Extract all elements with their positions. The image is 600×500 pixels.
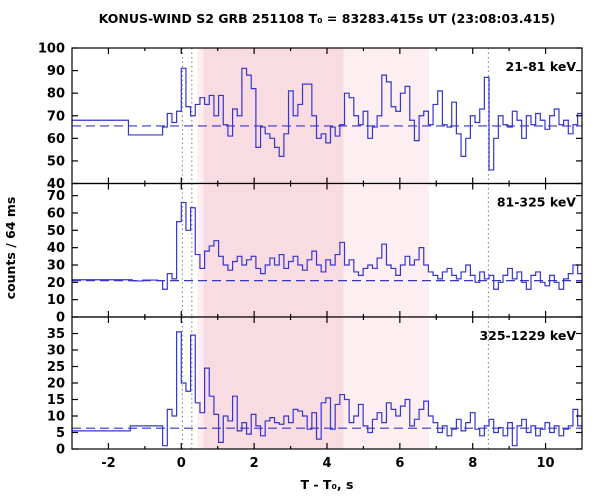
accumulation-interval-shading bbox=[197, 183, 204, 317]
y-tick-label: 60 bbox=[47, 206, 65, 221]
accumulation-interval-shading bbox=[203, 183, 344, 317]
x-tick-label: 10 bbox=[537, 456, 555, 471]
y-tick-label: 20 bbox=[47, 377, 65, 392]
y-tick-label: 0 bbox=[56, 311, 65, 326]
y-tick-label: 70 bbox=[47, 109, 65, 124]
y-tick-label: 40 bbox=[47, 177, 65, 192]
y-tick-label: 15 bbox=[47, 393, 65, 408]
energy-band-label: 325-1229 keV bbox=[479, 328, 576, 343]
y-tick-label: 0 bbox=[56, 443, 65, 458]
y-tick-label: 80 bbox=[47, 87, 65, 102]
accumulation-interval-shading bbox=[197, 48, 204, 184]
x-tick-label: 2 bbox=[250, 456, 259, 471]
accumulation-interval-shading bbox=[203, 48, 344, 184]
x-tick-label: 8 bbox=[468, 456, 477, 471]
y-tick-label: 70 bbox=[47, 189, 65, 204]
energy-band-label: 21-81 keV bbox=[506, 59, 577, 74]
accumulation-interval-shading bbox=[343, 317, 429, 449]
y-tick-label: 25 bbox=[47, 360, 65, 375]
x-tick-label: 4 bbox=[322, 456, 331, 471]
y-tick-label: 100 bbox=[38, 42, 65, 57]
x-axis-label: T - T₀, s bbox=[301, 477, 354, 492]
light-curve-step-series bbox=[72, 201, 582, 290]
y-tick-label: 20 bbox=[47, 276, 65, 291]
x-tick-label: -2 bbox=[101, 456, 115, 471]
y-tick-label: 35 bbox=[47, 327, 65, 342]
y-tick-label: 5 bbox=[56, 426, 65, 441]
y-tick-label: 10 bbox=[47, 410, 65, 425]
x-tick-label: 0 bbox=[177, 456, 186, 471]
y-tick-label: 50 bbox=[47, 224, 65, 239]
y-tick-label: 10 bbox=[47, 293, 65, 308]
energy-band-label: 81-325 keV bbox=[497, 195, 576, 210]
accumulation-interval-shading bbox=[203, 317, 344, 449]
y-tick-label: 30 bbox=[47, 258, 65, 273]
y-tick-label: 60 bbox=[47, 132, 65, 147]
y-axis-label: counts / 64 ms bbox=[3, 197, 18, 300]
y-tick-label: 90 bbox=[47, 64, 65, 79]
y-tick-label: 30 bbox=[47, 344, 65, 359]
accumulation-interval-shading bbox=[197, 317, 204, 449]
light-curve-step-series bbox=[72, 331, 582, 447]
x-tick-label: 6 bbox=[395, 456, 404, 471]
y-tick-label: 40 bbox=[47, 241, 65, 256]
chart-title: KONUS-WIND S2 GRB 251108 T₀ = 83283.415s… bbox=[99, 11, 556, 26]
light-curve-step-series bbox=[72, 67, 582, 171]
y-tick-label: 50 bbox=[47, 154, 65, 169]
